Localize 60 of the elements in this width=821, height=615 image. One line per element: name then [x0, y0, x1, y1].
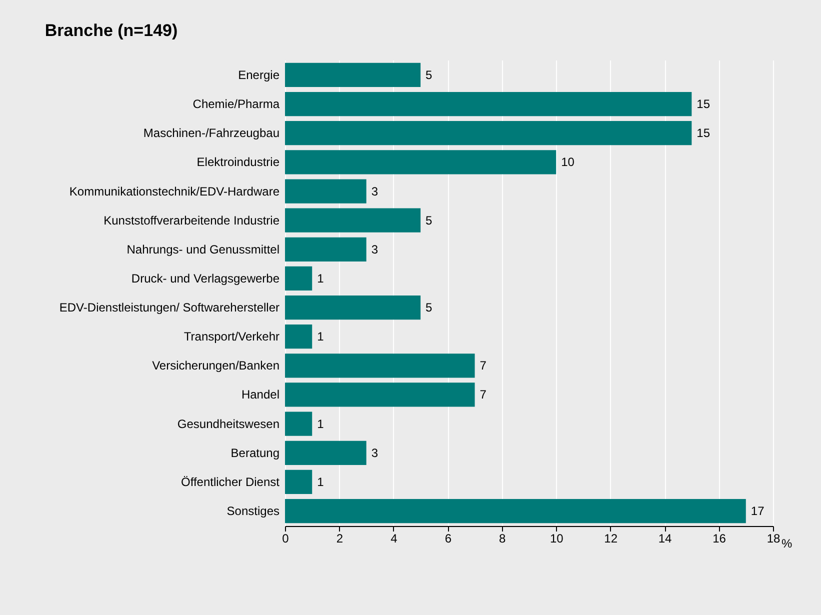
- bar: [285, 382, 475, 407]
- data-label: 3: [371, 242, 378, 256]
- y-tick-label: Versicherungen/Banken: [152, 358, 280, 373]
- data-label: 15: [696, 126, 710, 140]
- data-label: 7: [480, 388, 487, 402]
- bar: [285, 440, 366, 465]
- y-tick-label: Öffentlicher Dienst: [181, 474, 280, 489]
- text: Branche (n=149): [44, 21, 178, 40]
- y-tick-label: Energie: [238, 68, 280, 82]
- bar: [285, 237, 366, 262]
- y-tick-label: Kommunikationstechnik/EDV-Hardware: [69, 184, 280, 198]
- bar: [285, 412, 312, 436]
- y-tick-label: Druck- und Verlagsgewerbe: [131, 271, 280, 286]
- data-label: 3: [371, 446, 378, 460]
- bar: [285, 354, 475, 378]
- bar: [285, 470, 312, 494]
- data-label: 1: [317, 330, 324, 344]
- data-label: 1: [317, 271, 324, 286]
- bar: [285, 498, 746, 524]
- y-tick-label: Handel: [241, 388, 280, 402]
- x-tick-label: 8: [499, 532, 506, 546]
- x-tick-label: 0: [282, 532, 290, 546]
- bar: [285, 62, 421, 88]
- data-label: 1: [317, 474, 324, 489]
- data-label: 5: [426, 300, 433, 315]
- bar: [285, 150, 556, 174]
- x-tick-label: 10: [550, 532, 564, 546]
- y-tick-label: Elektroindustrie: [196, 155, 280, 170]
- data-label: 5: [426, 213, 433, 228]
- x-axis-title: %: [782, 536, 792, 550]
- data-label: 1: [317, 416, 324, 431]
- data-label: 15: [696, 97, 710, 112]
- data-label: 5: [426, 68, 433, 82]
- data-label: 10: [561, 155, 575, 170]
- bar: [285, 295, 421, 320]
- x-tick-label: 6: [444, 532, 452, 546]
- y-tick-label: Beratung: [230, 446, 280, 460]
- bar: [285, 121, 692, 146]
- y-tick-label: Gesundheitswesen: [177, 416, 280, 431]
- x-tick-label: 2: [336, 532, 344, 546]
- x-tick-label: 12: [604, 532, 618, 546]
- y-tick-label: Maschinen-/Fahrzeugbau: [143, 126, 280, 140]
- y-tick-label: Chemie/Pharma: [192, 97, 280, 112]
- x-tick-label: 4: [390, 532, 398, 546]
- data-label: 7: [480, 358, 487, 373]
- y-tick-label: EDV-Dienstleistungen/ Softwarehersteller: [59, 300, 280, 315]
- x-tick-label: 14: [658, 532, 672, 546]
- y-tick-label: Kunststoffverarbeitende Industrie: [104, 213, 280, 228]
- bar: [285, 179, 366, 204]
- data-label: 3: [371, 184, 378, 198]
- x-tick-label: 16: [712, 532, 726, 546]
- y-tick-label: Transport/Verkehr: [184, 330, 280, 344]
- y-tick-label: Nahrungs- und Genussmittel: [126, 242, 280, 256]
- bar: [285, 324, 312, 349]
- bar: [285, 208, 421, 232]
- x-tick-label: 18: [766, 532, 780, 546]
- bar: [285, 266, 312, 291]
- bar: [285, 92, 692, 116]
- y-tick-label: Sonstiges: [226, 504, 280, 518]
- data-label: 17: [750, 504, 765, 518]
